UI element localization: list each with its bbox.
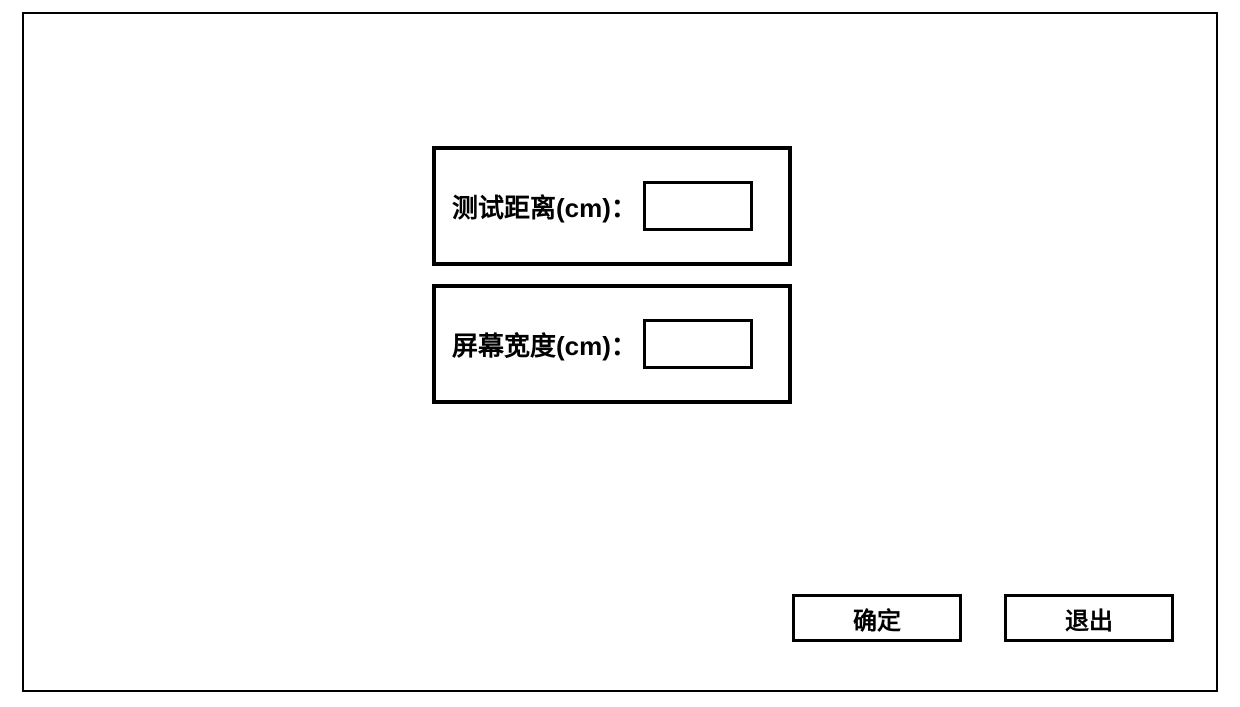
screen-width-group: 屏幕宽度(cm)： [432, 284, 792, 404]
test-distance-input[interactable] [643, 181, 753, 231]
screen-width-input[interactable] [643, 319, 753, 369]
test-distance-label: 测试距离(cm)： [452, 188, 637, 225]
confirm-button[interactable]: 确定 [792, 594, 962, 642]
dialog-frame: 测试距离(cm)： 屏幕宽度(cm)： 确定 退出 [22, 12, 1218, 692]
exit-button[interactable]: 退出 [1004, 594, 1174, 642]
button-row: 确定 退出 [792, 594, 1174, 642]
test-distance-group: 测试距离(cm)： [432, 146, 792, 266]
screen-width-label: 屏幕宽度(cm)： [452, 326, 637, 363]
